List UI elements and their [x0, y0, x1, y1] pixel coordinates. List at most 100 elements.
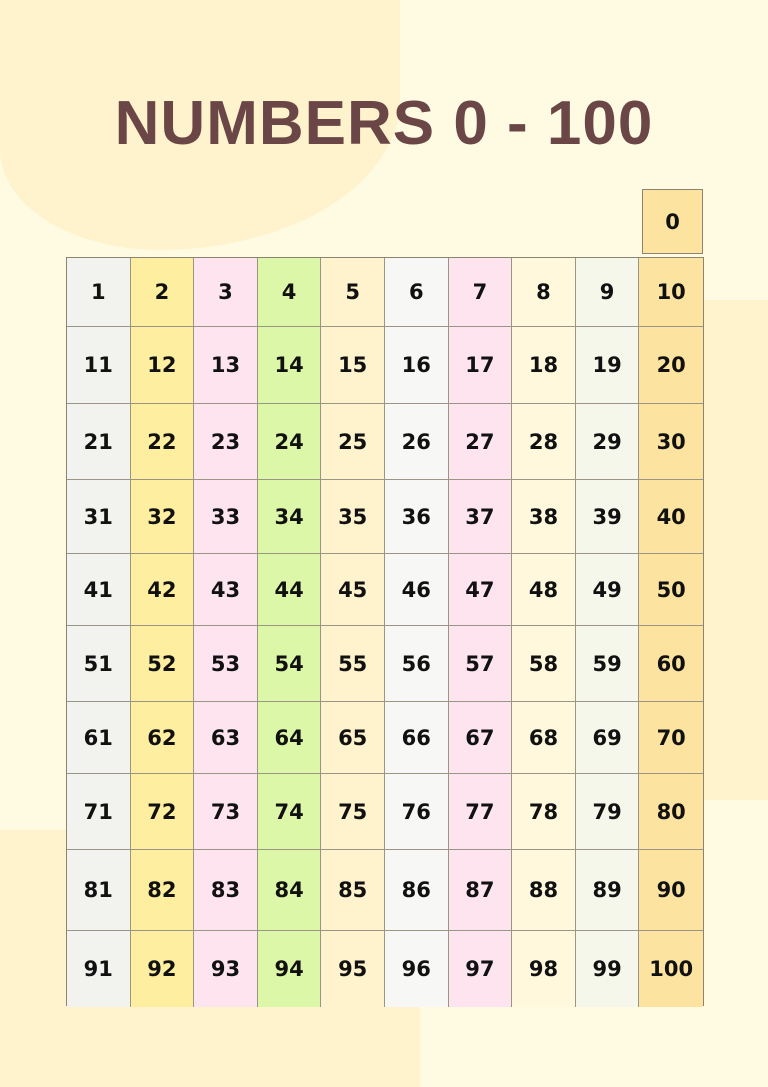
number-cell-71: 71 — [67, 774, 131, 850]
number-cell-6: 6 — [384, 258, 449, 327]
number-cell-49: 49 — [575, 554, 640, 626]
number-cell-68: 68 — [512, 702, 576, 774]
number-cell-48: 48 — [512, 554, 576, 626]
number-cell-26: 26 — [384, 404, 449, 480]
number-cell-5: 5 — [321, 258, 385, 327]
number-cell-93: 93 — [194, 931, 258, 1007]
number-cell-12: 12 — [130, 327, 195, 404]
number-cell-80: 80 — [639, 774, 703, 850]
number-cell-31: 31 — [67, 480, 131, 554]
number-cell-60: 60 — [639, 626, 703, 702]
number-cell-97: 97 — [448, 931, 513, 1007]
number-cell-83: 83 — [194, 850, 258, 931]
number-cell-63: 63 — [194, 702, 258, 774]
number-cell-82: 82 — [130, 850, 195, 931]
number-cell-90: 90 — [639, 850, 703, 931]
number-cell-18: 18 — [512, 327, 576, 404]
number-cell-86: 86 — [384, 850, 449, 931]
number-cell-27: 27 — [448, 404, 513, 480]
number-cell-47: 47 — [448, 554, 513, 626]
number-cell-41: 41 — [67, 554, 131, 626]
number-cell-92: 92 — [130, 931, 195, 1007]
number-cell-55: 55 — [321, 626, 385, 702]
number-cell-79: 79 — [575, 774, 640, 850]
number-cell-62: 62 — [130, 702, 195, 774]
number-cell-10: 10 — [639, 258, 703, 327]
number-cell-22: 22 — [130, 404, 195, 480]
number-cell-20: 20 — [639, 327, 703, 404]
number-cell-13: 13 — [194, 327, 258, 404]
number-cell-57: 57 — [448, 626, 513, 702]
number-cell-9: 9 — [575, 258, 640, 327]
number-cell-56: 56 — [384, 626, 449, 702]
number-cell-0: 0 — [642, 189, 703, 254]
number-cell-88: 88 — [512, 850, 576, 931]
number-cell-53: 53 — [194, 626, 258, 702]
number-cell-95: 95 — [321, 931, 385, 1007]
number-cell-1: 1 — [67, 258, 131, 327]
number-cell-11: 11 — [67, 327, 131, 404]
number-cell-69: 69 — [575, 702, 640, 774]
number-cell-96: 96 — [384, 931, 449, 1007]
number-cell-33: 33 — [194, 480, 258, 554]
number-cell-29: 29 — [575, 404, 640, 480]
number-cell-98: 98 — [512, 931, 576, 1007]
number-cell-36: 36 — [384, 480, 449, 554]
number-cell-59: 59 — [575, 626, 640, 702]
number-cell-3: 3 — [194, 258, 258, 327]
number-cell-78: 78 — [512, 774, 576, 850]
number-cell-37: 37 — [448, 480, 513, 554]
number-cell-44: 44 — [257, 554, 322, 626]
number-cell-52: 52 — [130, 626, 195, 702]
number-cell-61: 61 — [67, 702, 131, 774]
number-cell-81: 81 — [67, 850, 131, 931]
number-cell-45: 45 — [321, 554, 385, 626]
number-cell-66: 66 — [384, 702, 449, 774]
number-cell-7: 7 — [448, 258, 513, 327]
number-cell-8: 8 — [512, 258, 576, 327]
number-cell-73: 73 — [194, 774, 258, 850]
number-cell-34: 34 — [257, 480, 322, 554]
number-cell-25: 25 — [321, 404, 385, 480]
number-cell-39: 39 — [575, 480, 640, 554]
number-cell-17: 17 — [448, 327, 513, 404]
number-cell-35: 35 — [321, 480, 385, 554]
number-cell-74: 74 — [257, 774, 322, 850]
number-cell-23: 23 — [194, 404, 258, 480]
number-cell-100: 100 — [639, 931, 703, 1007]
number-cell-50: 50 — [639, 554, 703, 626]
number-cell-84: 84 — [257, 850, 322, 931]
number-cell-65: 65 — [321, 702, 385, 774]
number-cell-46: 46 — [384, 554, 449, 626]
number-cell-4: 4 — [257, 258, 322, 327]
number-cell-85: 85 — [321, 850, 385, 931]
number-cell-67: 67 — [448, 702, 513, 774]
number-cell-64: 64 — [257, 702, 322, 774]
number-cell-91: 91 — [67, 931, 131, 1007]
number-cell-51: 51 — [67, 626, 131, 702]
number-cell-87: 87 — [448, 850, 513, 931]
number-cell-38: 38 — [512, 480, 576, 554]
number-cell-43: 43 — [194, 554, 258, 626]
number-cell-89: 89 — [575, 850, 640, 931]
number-cell-14: 14 — [257, 327, 322, 404]
number-cell-19: 19 — [575, 327, 640, 404]
number-cell-24: 24 — [257, 404, 322, 480]
number-cell-76: 76 — [384, 774, 449, 850]
number-cell-28: 28 — [512, 404, 576, 480]
number-cell-15: 15 — [321, 327, 385, 404]
number-cell-32: 32 — [130, 480, 195, 554]
number-cell-21: 21 — [67, 404, 131, 480]
number-cell-40: 40 — [639, 480, 703, 554]
number-cell-94: 94 — [257, 931, 322, 1007]
number-cell-58: 58 — [512, 626, 576, 702]
page-title: NUMBERS 0 - 100 — [114, 89, 654, 158]
number-cell-75: 75 — [321, 774, 385, 850]
number-cell-30: 30 — [639, 404, 703, 480]
number-cell-99: 99 — [575, 931, 640, 1007]
number-cell-72: 72 — [130, 774, 195, 850]
number-cell-16: 16 — [384, 327, 449, 404]
number-cell-77: 77 — [448, 774, 513, 850]
number-cell-42: 42 — [130, 554, 195, 626]
number-cell-70: 70 — [639, 702, 703, 774]
